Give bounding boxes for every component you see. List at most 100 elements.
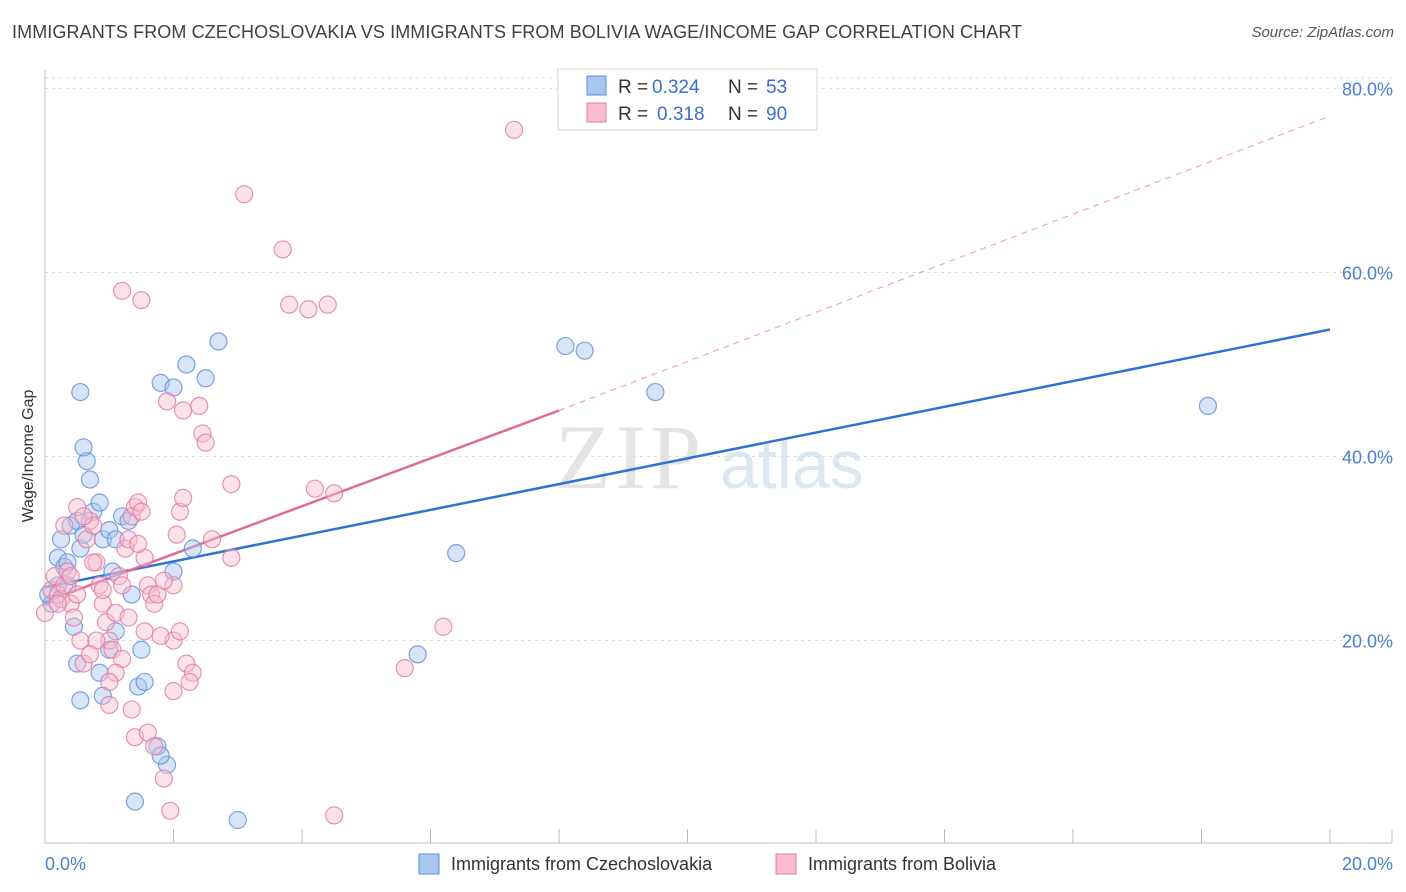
point-czechoslovakia-13 <box>71 691 90 710</box>
point-czechoslovakia-38 <box>183 539 202 558</box>
point-bolivia-78 <box>504 120 524 139</box>
point-czechoslovakia-25 <box>122 585 141 604</box>
point-bolivia-10 <box>71 631 90 650</box>
point-czechoslovakia-31 <box>157 755 177 774</box>
point-bolivia-47 <box>180 672 199 692</box>
chart-title: IMMIGRANTS FROM CZECHOSLOVAKIA VS IMMIGR… <box>12 22 1023 42</box>
point-bolivia-5 <box>55 576 74 595</box>
legend-n-value-2: 90 <box>766 104 787 125</box>
point-bolivia-20 <box>103 640 122 659</box>
point-bolivia-60 <box>325 484 344 503</box>
point-bolivia-63 <box>273 240 292 259</box>
point-czechoslovakia-32 <box>151 746 170 765</box>
legend-n-label-2: N = <box>728 104 758 125</box>
point-bolivia-66 <box>318 295 337 314</box>
point-czechoslovakia-48 <box>556 336 575 356</box>
y-tick-label-20: 20.0% <box>1342 632 1393 652</box>
point-bolivia-58 <box>222 548 241 567</box>
point-bolivia-65 <box>299 300 318 319</box>
point-bolivia-49 <box>167 525 186 544</box>
point-bolivia-50 <box>170 502 190 521</box>
point-bolivia-75 <box>325 806 344 825</box>
bottom-legend-swatch-czechoslovakia <box>418 853 440 875</box>
point-bolivia-84 <box>135 622 154 641</box>
data-points <box>35 120 1218 830</box>
point-bolivia-51 <box>174 488 193 508</box>
point-bolivia-11 <box>74 654 93 673</box>
point-bolivia-73 <box>129 534 148 554</box>
point-bolivia-54 <box>190 396 209 415</box>
point-czechoslovakia-7 <box>71 539 90 558</box>
trend-extension-bolivia <box>558 115 1331 412</box>
point-bolivia-23 <box>112 576 132 595</box>
point-czechoslovakia-36 <box>106 622 125 641</box>
point-bolivia-25 <box>119 530 138 549</box>
watermark-atlas: atlas <box>720 427 864 503</box>
point-bolivia-61 <box>305 479 324 498</box>
bottom-legend-swatch-bolivia <box>775 853 797 875</box>
bottom-legend-label-czechoslovakia: Immigrants from Czechoslovakia <box>451 854 713 874</box>
point-bolivia-62 <box>235 185 254 204</box>
point-bolivia-44 <box>170 622 190 641</box>
trend-lines <box>44 115 1331 604</box>
point-czechoslovakia-50 <box>646 382 665 402</box>
point-czechoslovakia-5 <box>61 516 80 535</box>
point-czechoslovakia-9 <box>58 553 77 572</box>
point-bolivia-79 <box>151 626 170 646</box>
point-bolivia-29 <box>132 502 151 521</box>
point-bolivia-82 <box>80 645 100 664</box>
bottom-legend-label-bolivia: Immigrants from Bolivia <box>808 854 997 874</box>
point-czechoslovakia-17 <box>77 452 96 471</box>
point-bolivia-69 <box>55 516 74 535</box>
point-czechoslovakia-27 <box>129 677 148 696</box>
point-bolivia-18 <box>96 613 116 632</box>
y-axis-title: Wage/Income Gap <box>20 390 37 523</box>
point-bolivia-48 <box>164 576 183 595</box>
y-tick-label-60: 60.0% <box>1342 263 1393 283</box>
point-bolivia-56 <box>196 433 215 452</box>
point-bolivia-88 <box>93 580 112 600</box>
point-bolivia-8 <box>64 608 84 627</box>
tick-labels: 20.0% 40.0% 60.0% 80.0% 0.0% 20.0% <box>45 79 1393 874</box>
point-bolivia-59 <box>222 475 241 494</box>
point-bolivia-34 <box>119 608 138 627</box>
point-bolivia-83 <box>122 700 141 719</box>
legend-n-value-1: 53 <box>766 77 787 98</box>
point-bolivia-0 <box>35 603 55 623</box>
x-tick-label-20: 20.0% <box>1342 854 1393 874</box>
point-bolivia-68 <box>112 281 132 300</box>
point-czechoslovakia-41 <box>209 332 228 351</box>
point-bolivia-52 <box>157 392 177 411</box>
legend-r-label-2: R = <box>618 104 648 125</box>
point-czechoslovakia-49 <box>575 341 594 360</box>
trend-line-czechoslovakia <box>44 328 1331 589</box>
point-czechoslovakia-4 <box>51 530 71 549</box>
point-bolivia-9 <box>68 585 87 604</box>
point-bolivia-7 <box>61 594 80 613</box>
point-bolivia-70 <box>68 498 87 517</box>
point-bolivia-38 <box>100 695 119 715</box>
point-bolivia-80 <box>164 682 183 701</box>
y-tick-label-40: 40.0% <box>1342 448 1393 468</box>
point-czechoslovakia-51 <box>1198 396 1218 415</box>
point-bolivia-74 <box>161 801 180 820</box>
legend-swatch-czechoslovakia <box>586 75 607 96</box>
grid-lines <box>45 77 1392 642</box>
point-czechoslovakia-33 <box>90 663 109 682</box>
point-bolivia-36 <box>106 663 125 682</box>
point-czechoslovakia-21 <box>103 562 122 581</box>
point-bolivia-42 <box>154 769 173 788</box>
point-bolivia-67 <box>132 290 151 310</box>
point-bolivia-71 <box>74 507 93 526</box>
point-czechoslovakia-18 <box>74 438 93 457</box>
point-czechoslovakia-28 <box>135 672 154 692</box>
legend-r-value-2: 0.318 <box>657 104 705 125</box>
point-czechoslovakia-45 <box>228 810 247 830</box>
point-czechoslovakia-47 <box>447 544 466 563</box>
y-tick-label-80: 80.0% <box>1342 79 1393 99</box>
point-bolivia-86 <box>48 594 67 613</box>
point-czechoslovakia-1 <box>48 548 67 567</box>
point-czechoslovakia-44 <box>71 382 90 402</box>
point-bolivia-45 <box>177 654 196 673</box>
